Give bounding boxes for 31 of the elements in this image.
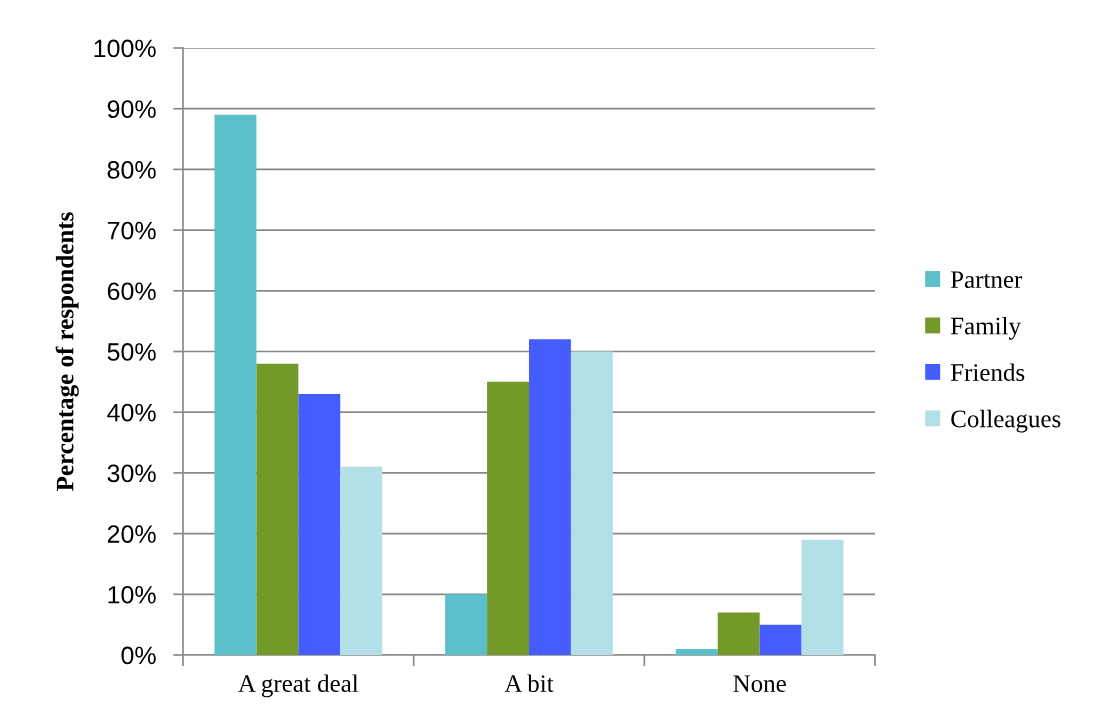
y-tick-label: 20%	[107, 525, 156, 543]
bar	[298, 393, 341, 655]
bar	[487, 381, 529, 655]
legend-label: Friends	[950, 363, 1025, 381]
y-axis-title: Percentage of respondents	[55, 212, 79, 491]
legend-label: Partner	[950, 271, 1023, 289]
y-tick-label: 40%	[107, 403, 156, 422]
y-tick-label: 30%	[107, 464, 156, 483]
bar	[570, 351, 613, 655]
bar	[717, 612, 760, 655]
x-tick-label: None	[733, 675, 786, 693]
bar	[214, 114, 257, 655]
bar	[759, 624, 802, 655]
y-tick-label: 0%	[121, 646, 156, 665]
y-tick-label: 50%	[107, 343, 156, 361]
y-tick-label: 90%	[107, 100, 156, 118]
bar	[529, 339, 571, 655]
y-tick-label: 60%	[107, 282, 156, 301]
y-tick-label: 100%	[94, 39, 156, 58]
legend-label: Family	[950, 316, 1021, 340]
bar	[675, 648, 718, 655]
y-tick-label: 10%	[108, 585, 156, 604]
legend-label: Colleagues	[951, 409, 1061, 433]
bar	[340, 466, 383, 655]
bar	[445, 594, 488, 655]
x-tick-label: A great deal	[238, 674, 359, 698]
bar	[256, 363, 299, 655]
x-tick-label: A bit	[504, 674, 554, 693]
y-tick-label: 70%	[107, 221, 156, 240]
bar	[801, 539, 844, 655]
y-tick-label: 80%	[107, 161, 156, 179]
